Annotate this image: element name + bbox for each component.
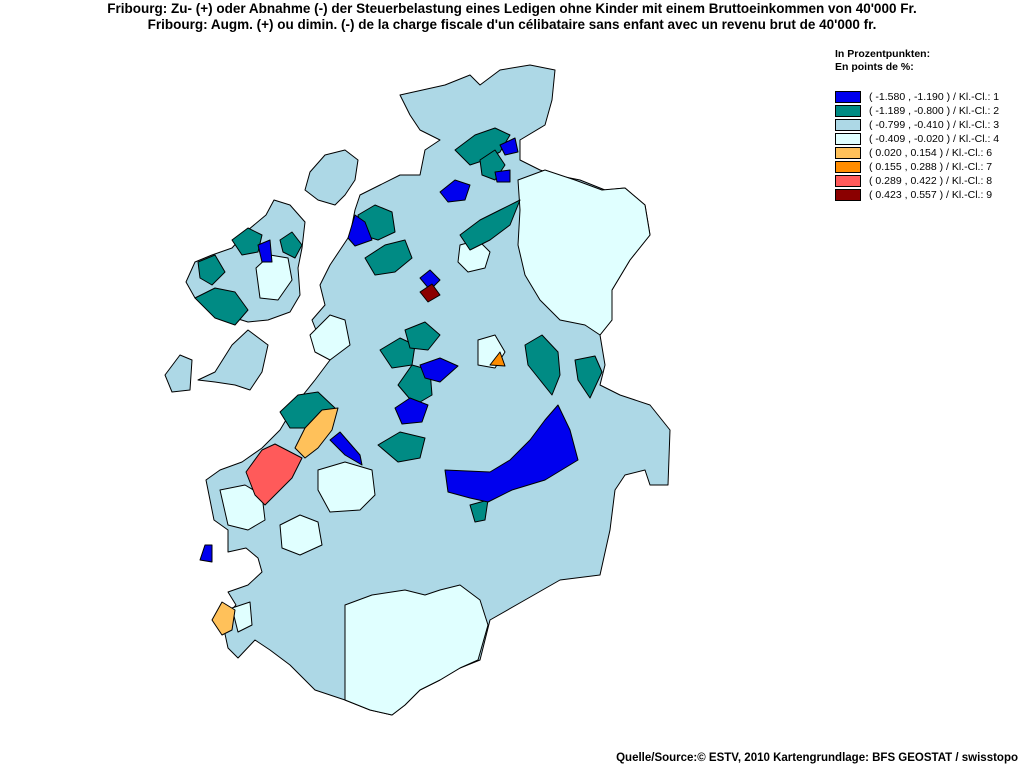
legend-label: ( -0.409 , -0.020 ) / Kl.-Cl.: 4 <box>869 133 1000 145</box>
legend-label: ( -1.580 , -1.190 ) / Kl.-Cl.: 1 <box>869 91 1000 103</box>
map-region-class2-north-e <box>364 239 413 276</box>
legend-item: ( 0.289 , 0.422 ) / Kl.-Cl.: 8 <box>835 174 1024 188</box>
map-region-class8 <box>245 443 303 506</box>
legend-heading-fr: En points de %: <box>835 61 914 73</box>
legend-label: ( 0.155 , 0.288 ) / Kl.-Cl.: 7 <box>869 161 993 173</box>
map-region-class2-south <box>469 499 489 523</box>
legend-item: ( -0.799 , -0.410 ) / Kl.-Cl.: 3 <box>835 118 1024 132</box>
map-region-west-enclave <box>304 149 359 206</box>
map-region-class4-east <box>517 169 651 336</box>
legend-item: ( -1.580 , -1.190 ) / Kl.-Cl.: 1 <box>835 90 1024 104</box>
legend-item: ( 0.155 , 0.288 ) / Kl.-Cl.: 7 <box>835 160 1024 174</box>
source-credit: Quelle/Source:© ESTV, 2010 Kartengrundla… <box>616 752 1018 764</box>
legend-swatch <box>835 175 861 187</box>
legend-swatch <box>835 161 861 173</box>
map-region-class2-east-b <box>574 355 603 399</box>
map-region-class2-northwest-a <box>231 227 263 256</box>
map-region-class6-west <box>294 407 339 459</box>
legend-label: ( 0.020 , 0.154 ) / Kl.-Cl.: 6 <box>869 147 993 159</box>
legend-item: ( -0.409 , -0.020 ) / Kl.-Cl.: 4 <box>835 132 1024 146</box>
legend-swatch <box>835 189 861 201</box>
map-title-de: Fribourg: Zu- (+) oder Abnahme (-) der S… <box>107 1 917 16</box>
map-region-class2-center-d <box>377 431 426 463</box>
legend-item: ( 0.423 , 0.557 ) / Kl.-Cl.: 9 <box>835 188 1024 202</box>
legend-swatch <box>835 133 861 145</box>
map-region-class4-center-west <box>317 461 376 513</box>
map-region-class1-north-a <box>439 179 471 203</box>
legend-item: ( -1.189 , -0.800 ) / Kl.-Cl.: 2 <box>835 104 1024 118</box>
map-region-class9 <box>419 283 441 303</box>
map-region-class4-south <box>344 584 489 716</box>
map-region-class1-north-d <box>419 269 441 291</box>
map-region-class2-north-c <box>459 199 521 251</box>
legend-label: ( -1.189 , -0.800 ) / Kl.-Cl.: 2 <box>869 105 1000 117</box>
legend-label: ( 0.289 , 0.422 ) / Kl.-Cl.: 8 <box>869 175 993 187</box>
map-region-class4-west-c <box>279 514 323 556</box>
legend-swatch <box>835 119 861 131</box>
map-region-class1-northwest-b <box>257 239 273 263</box>
legend-item: ( 0.020 , 0.154 ) / Kl.-Cl.: 6 <box>835 146 1024 160</box>
legend-swatch <box>835 105 861 117</box>
map-region-class4-southwest <box>231 601 253 633</box>
map-region-class2-center-b <box>404 321 441 351</box>
map-region-class2-northwest-d <box>279 231 303 259</box>
map-region-class1-north-c <box>499 137 519 156</box>
map-region-class4-west-b <box>219 484 266 531</box>
map-region-class6-southwest <box>211 601 236 636</box>
map-legend: In Prozentpunkten: En points de %: ( -1.… <box>835 48 1024 202</box>
map-region-class1-center-b <box>394 397 429 425</box>
map-region-class1-center-a <box>419 357 459 383</box>
map-region-class1-west <box>329 431 363 466</box>
map-region-class1-southwest <box>199 544 213 563</box>
map-title-fr: Fribourg: Augm. (+) ou dimin. (-) de la … <box>147 17 877 32</box>
legend-label: ( -0.799 , -0.410 ) / Kl.-Cl.: 3 <box>869 119 1000 131</box>
map-region-class2-northwest-b <box>197 254 226 286</box>
map-region-class1-southeast <box>444 404 579 503</box>
legend-rows: ( -1.580 , -1.190 ) / Kl.-Cl.: 1 ( -1.189… <box>835 90 1024 202</box>
legend-swatch <box>835 147 861 159</box>
legend-swatch <box>835 91 861 103</box>
map-region-class2-center-a <box>379 337 416 369</box>
map-region-class7 <box>489 351 506 367</box>
map-region-class1-northwest <box>347 214 373 247</box>
map-region-small-enclave-west <box>164 354 193 393</box>
legend-heading-de: In Prozentpunkten: <box>835 48 931 60</box>
map-region-small-enclave-center <box>197 329 269 391</box>
map-region-class2-east-a <box>524 334 561 396</box>
legend-label: ( 0.423 , 0.557 ) / Kl.-Cl.: 9 <box>869 189 993 201</box>
map-region-class4-west-a <box>309 314 351 361</box>
map-region-class2-northwest-c <box>194 287 249 326</box>
map-region-class1-north-b <box>494 169 511 183</box>
